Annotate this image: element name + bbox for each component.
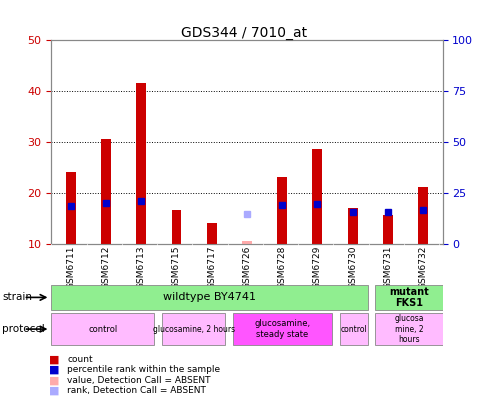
Bar xyxy=(66,172,76,244)
Text: ■: ■ xyxy=(49,385,59,396)
Text: ■: ■ xyxy=(49,354,59,365)
Text: GSM6715: GSM6715 xyxy=(172,246,181,289)
Text: glucosamine, 2 hours: glucosamine, 2 hours xyxy=(152,325,234,333)
Text: GSM6728: GSM6728 xyxy=(277,246,286,289)
Text: GSM6717: GSM6717 xyxy=(207,246,216,289)
Text: GSM6730: GSM6730 xyxy=(347,246,356,289)
Text: value, Detection Call = ABSENT: value, Detection Call = ABSENT xyxy=(67,376,210,385)
Bar xyxy=(162,313,225,345)
Text: ■: ■ xyxy=(49,365,59,375)
Bar xyxy=(312,149,322,244)
Text: strain: strain xyxy=(2,292,32,303)
Bar xyxy=(347,208,357,244)
Text: control: control xyxy=(340,325,366,333)
Bar xyxy=(375,313,442,345)
Bar xyxy=(51,285,367,310)
Text: glucosamine,
steady state: glucosamine, steady state xyxy=(254,320,310,339)
Bar xyxy=(101,139,111,244)
Text: GSM6713: GSM6713 xyxy=(137,246,145,289)
Text: GSM6732: GSM6732 xyxy=(418,246,427,289)
Bar xyxy=(277,177,286,244)
Text: rank, Detection Call = ABSENT: rank, Detection Call = ABSENT xyxy=(67,386,206,395)
Bar xyxy=(382,215,392,244)
Text: count: count xyxy=(67,355,93,364)
Bar xyxy=(206,223,216,244)
Text: GSM6711: GSM6711 xyxy=(66,246,75,289)
Text: GSM6729: GSM6729 xyxy=(312,246,321,289)
Text: percentile rank within the sample: percentile rank within the sample xyxy=(67,366,220,374)
Bar xyxy=(417,187,427,244)
Bar xyxy=(339,313,367,345)
Bar xyxy=(233,313,331,345)
Bar xyxy=(242,241,251,244)
Text: GSM6731: GSM6731 xyxy=(383,246,391,289)
Text: control: control xyxy=(88,325,117,333)
Text: glucosa
mine, 2
hours: glucosa mine, 2 hours xyxy=(393,314,423,344)
Text: mutant
FKS1: mutant FKS1 xyxy=(388,287,428,308)
Text: GDS344 / 7010_at: GDS344 / 7010_at xyxy=(181,26,307,40)
Text: ■: ■ xyxy=(49,375,59,385)
Bar xyxy=(375,285,442,310)
Bar xyxy=(136,83,146,244)
Bar xyxy=(242,241,251,244)
Bar xyxy=(51,313,154,345)
Text: protocol: protocol xyxy=(2,324,45,334)
Text: GSM6726: GSM6726 xyxy=(242,246,251,289)
Text: wildtype BY4741: wildtype BY4741 xyxy=(163,292,255,303)
Text: GSM6712: GSM6712 xyxy=(102,246,110,289)
Bar xyxy=(171,210,181,244)
